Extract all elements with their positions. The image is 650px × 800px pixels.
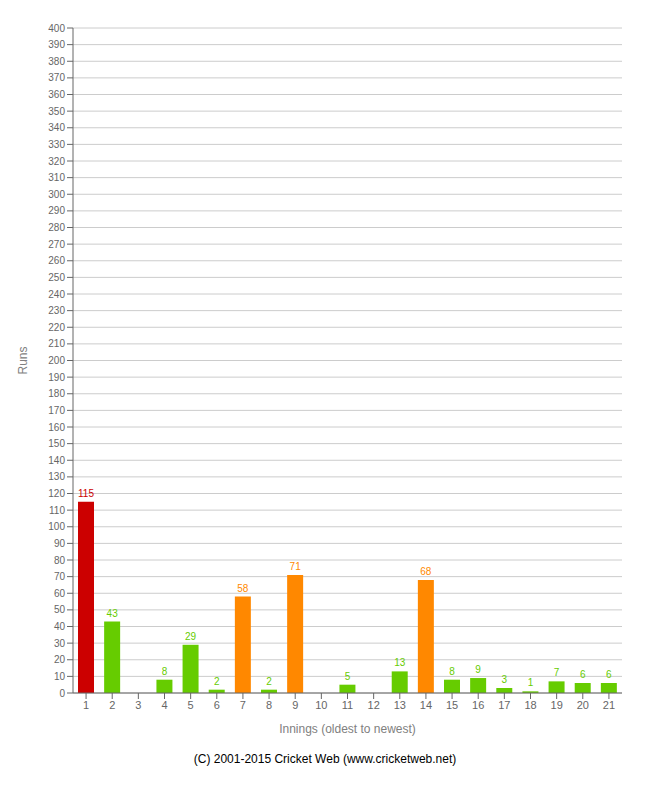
svg-text:40: 40 (54, 621, 66, 632)
html-text:(C) 2001-2015 Cricket Web (www: (C) 2001-2015 Cricket Web (www.cricketwe… (193, 752, 457, 766)
svg-text:360: 360 (48, 89, 65, 100)
svg-text:310: 310 (48, 172, 65, 183)
svg-text:80: 80 (54, 555, 66, 566)
svg-text:350: 350 (48, 106, 65, 117)
svg-text:400: 400 (48, 23, 65, 34)
svg-text:71: 71 (290, 561, 302, 572)
svg-text:2: 2 (109, 699, 115, 711)
svg-text:250: 250 (48, 272, 65, 283)
svg-text:260: 260 (48, 255, 65, 266)
svg-text:6: 6 (580, 669, 586, 680)
svg-text:220: 220 (48, 322, 65, 333)
svg-text:320: 320 (48, 156, 65, 167)
svg-text:0: 0 (59, 688, 65, 699)
svg-text:8: 8 (162, 666, 168, 677)
svg-text:68: 68 (420, 566, 432, 577)
svg-text:19: 19 (551, 699, 563, 711)
svg-text:280: 280 (48, 222, 65, 233)
svg-text:7: 7 (240, 699, 246, 711)
svg-text:7: 7 (554, 667, 560, 678)
svg-text:9: 9 (292, 699, 298, 711)
svg-text:380: 380 (48, 56, 65, 67)
svg-text:90: 90 (54, 538, 66, 549)
svg-text:8: 8 (266, 699, 272, 711)
svg-text:1: 1 (83, 699, 89, 711)
svg-text:115: 115 (78, 488, 94, 499)
svg-text:20: 20 (577, 699, 589, 711)
svg-text:4: 4 (161, 699, 167, 711)
svg-text:130: 130 (48, 471, 65, 482)
svg-text:20: 20 (54, 654, 66, 665)
svg-text:120: 120 (48, 488, 65, 499)
svg-text:300: 300 (48, 189, 65, 200)
svg-text:180: 180 (48, 388, 65, 399)
svg-text:10: 10 (54, 671, 66, 682)
svg-text:270: 270 (48, 239, 65, 250)
svg-text:8: 8 (449, 666, 455, 677)
svg-text:58: 58 (237, 583, 249, 594)
svg-text:14: 14 (420, 699, 432, 711)
svg-text:50: 50 (54, 604, 66, 615)
svg-text:12: 12 (368, 699, 380, 711)
svg-text:10: 10 (315, 699, 327, 711)
svg-text:Runs: Runs (16, 346, 30, 374)
svg-text:2: 2 (266, 676, 272, 687)
svg-text:13: 13 (394, 699, 406, 711)
svg-text:17: 17 (498, 699, 510, 711)
svg-text:43: 43 (107, 608, 119, 619)
svg-text:9: 9 (475, 664, 481, 675)
svg-text:Innings (oldest to newest): Innings (oldest to newest) (279, 722, 416, 736)
svg-text:290: 290 (48, 205, 65, 216)
svg-text:230: 230 (48, 305, 65, 316)
svg-text:110: 110 (49, 505, 65, 516)
svg-text:5: 5 (345, 671, 351, 682)
svg-text:70: 70 (54, 571, 66, 582)
svg-text:200: 200 (48, 355, 65, 366)
svg-text:2: 2 (214, 676, 220, 687)
svg-text:11: 11 (342, 699, 353, 711)
svg-text:13: 13 (394, 657, 406, 668)
svg-text:170: 170 (48, 405, 65, 416)
svg-text:6: 6 (606, 669, 612, 680)
svg-text:3: 3 (502, 674, 508, 685)
svg-text:15: 15 (446, 699, 458, 711)
svg-text:330: 330 (48, 139, 65, 150)
svg-text:3: 3 (135, 699, 141, 711)
svg-text:21: 21 (603, 699, 615, 711)
svg-text:210: 210 (48, 338, 65, 349)
svg-text:60: 60 (54, 588, 66, 599)
svg-text:190: 190 (48, 372, 65, 383)
svg-text:390: 390 (48, 39, 65, 50)
svg-text:1: 1 (528, 677, 534, 688)
svg-text:140: 140 (48, 455, 65, 466)
svg-text:160: 160 (48, 422, 65, 433)
svg-text:100: 100 (48, 521, 65, 532)
svg-text:340: 340 (48, 122, 65, 133)
svg-text:30: 30 (54, 638, 66, 649)
svg-text:150: 150 (48, 438, 65, 449)
svg-text:6: 6 (214, 699, 220, 711)
svg-text:240: 240 (48, 289, 65, 300)
svg-text:370: 370 (48, 72, 65, 83)
svg-text:18: 18 (524, 699, 536, 711)
svg-text:16: 16 (472, 699, 484, 711)
svg-text:5: 5 (188, 699, 194, 711)
svg-text:29: 29 (185, 631, 197, 642)
